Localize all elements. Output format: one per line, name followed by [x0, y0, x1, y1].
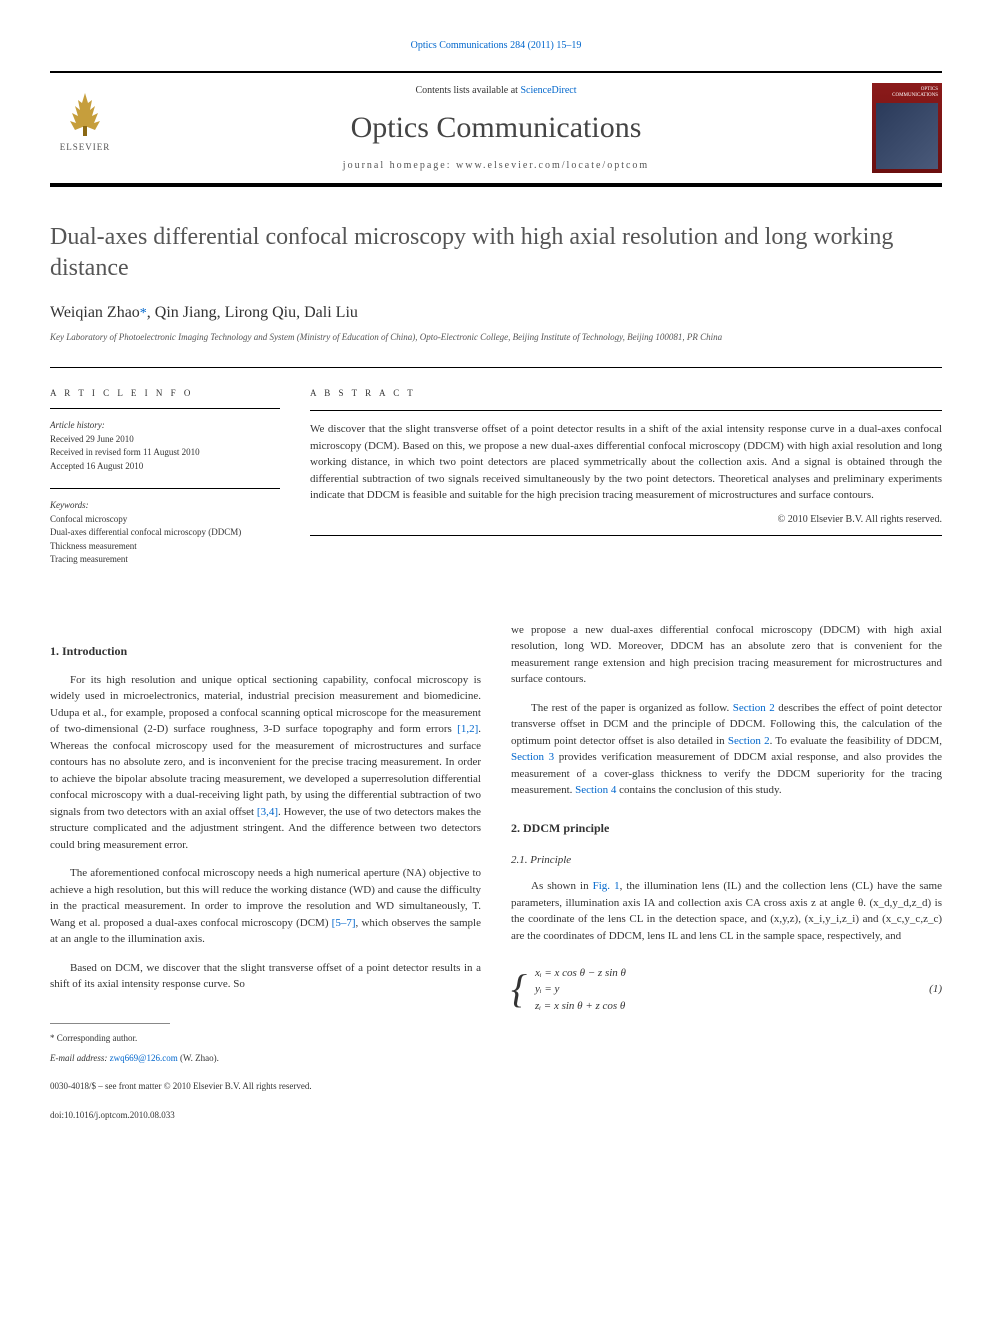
brace-icon: { — [511, 959, 527, 1019]
cover-label-bottom: COMMUNICATIONS — [876, 93, 938, 99]
info-divider-2 — [50, 488, 280, 489]
paragraph: As shown in Fig. 1, the illumination len… — [511, 878, 942, 944]
doi: doi:10.1016/j.optcom.2010.08.033 — [50, 1109, 481, 1123]
ref-link[interactable]: [1,2] — [457, 723, 478, 735]
right-column: we propose a new dual-axes differential … — [511, 622, 942, 1122]
keyword: Dual-axes differential confocal microsco… — [50, 526, 280, 540]
keywords-label: Keywords: — [50, 499, 280, 513]
cover-image-icon — [876, 103, 938, 169]
paragraph: The aforementioned confocal microscopy n… — [50, 865, 481, 948]
section-link[interactable]: Section 2 — [733, 702, 775, 714]
revised-date: Received in revised form 11 August 2010 — [50, 446, 280, 460]
corresponding-footnote: * Corresponding author. — [50, 1032, 481, 1045]
figure-link[interactable]: Fig. 1 — [593, 880, 620, 892]
section-link[interactable]: Section 3 — [511, 751, 554, 763]
abstract-divider — [310, 410, 942, 411]
journal-cover-thumbnail: OPTICS COMMUNICATIONS — [872, 83, 942, 173]
contents-line: Contents lists available at ScienceDirec… — [120, 85, 872, 96]
first-author: Weiqian Zhao — [50, 304, 140, 321]
email-link[interactable]: zwq669@126.com — [110, 1053, 178, 1063]
received-date: Received 29 June 2010 — [50, 433, 280, 447]
paragraph: we propose a new dual-axes differential … — [511, 622, 942, 688]
abstract-heading: A B S T R A C T — [310, 388, 942, 398]
other-authors: , Qin Jiang, Lirong Qiu, Dali Liu — [147, 304, 358, 321]
elsevier-label: ELSEVIER — [60, 142, 111, 152]
journal-masthead: ELSEVIER Contents lists available at Sci… — [50, 71, 942, 187]
equation-line: zᵢ = x sin θ + z cos θ — [535, 998, 626, 1015]
affiliation: Key Laboratory of Photoelectronic Imagin… — [50, 332, 942, 342]
journal-homepage: journal homepage: www.elsevier.com/locat… — [120, 160, 872, 171]
section-2-heading: 2. DDCM principle — [511, 819, 942, 837]
section-link[interactable]: Section 4 — [575, 784, 616, 796]
paragraph: For its high resolution and unique optic… — [50, 672, 481, 854]
author-list: Weiqian Zhao*, Qin Jiang, Lirong Qiu, Da… — [50, 304, 942, 322]
citation-header: Optics Communications 284 (2011) 15–19 — [50, 40, 942, 51]
equation-line: yᵢ = y — [535, 981, 626, 998]
elsevier-tree-icon — [60, 88, 110, 138]
left-column: 1. Introduction For its high resolution … — [50, 622, 481, 1122]
keyword: Tracing measurement — [50, 553, 280, 567]
article-title: Dual-axes differential confocal microsco… — [50, 222, 942, 284]
article-info-column: A R T I C L E I N F O Article history: R… — [50, 388, 280, 582]
footnote-separator — [50, 1023, 170, 1024]
equation-line: xᵢ = x cos θ − z sin θ — [535, 965, 626, 982]
article-info-heading: A R T I C L E I N F O — [50, 388, 280, 398]
accepted-date: Accepted 16 August 2010 — [50, 460, 280, 474]
copyright-line: © 2010 Elsevier B.V. All rights reserved… — [310, 514, 942, 525]
front-matter: 0030-4018/$ – see front matter © 2010 El… — [50, 1080, 481, 1094]
equation-1: { xᵢ = x cos θ − z sin θ yᵢ = y zᵢ = x s… — [511, 959, 942, 1019]
abstract-column: A B S T R A C T We discover that the sli… — [310, 388, 942, 582]
elsevier-logo: ELSEVIER — [50, 88, 120, 168]
journal-title: Optics Communications — [120, 111, 872, 145]
info-divider-1 — [50, 408, 280, 409]
contents-prefix: Contents lists available at — [415, 85, 520, 96]
top-divider — [50, 367, 942, 368]
section-2-1-heading: 2.1. Principle — [511, 852, 942, 869]
ref-link[interactable]: [3,4] — [257, 806, 278, 818]
section-link[interactable]: Section 2 — [728, 735, 770, 747]
keyword: Thickness measurement — [50, 540, 280, 554]
ref-link[interactable]: [5–7] — [332, 917, 356, 929]
equation-number: (1) — [929, 981, 942, 998]
paragraph: The rest of the paper is organized as fo… — [511, 700, 942, 799]
abstract-bottom-divider — [310, 535, 942, 536]
email-footnote: E-mail address: zwq669@126.com (W. Zhao)… — [50, 1052, 481, 1065]
corresponding-mark: * — [140, 306, 147, 321]
abstract-text: We discover that the slight transverse o… — [310, 421, 942, 504]
paragraph: Based on DCM, we discover that the sligh… — [50, 960, 481, 993]
history-label: Article history: — [50, 419, 280, 433]
keyword: Confocal microscopy — [50, 513, 280, 527]
section-1-heading: 1. Introduction — [50, 642, 481, 660]
sciencedirect-link[interactable]: ScienceDirect — [520, 85, 576, 96]
